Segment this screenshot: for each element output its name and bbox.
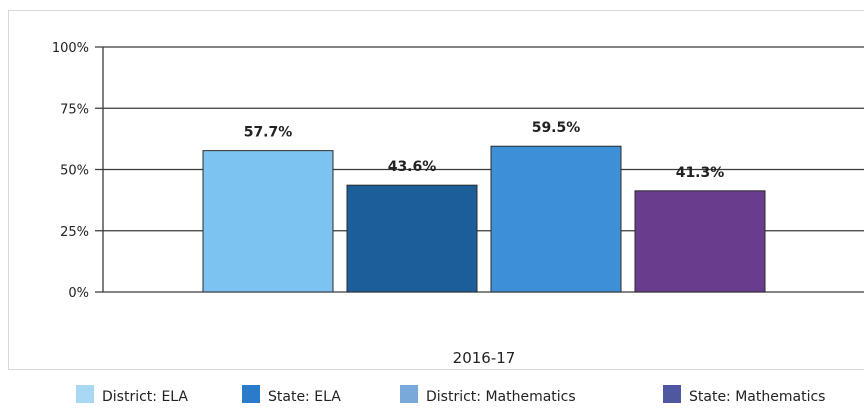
- legend-swatch: [663, 385, 681, 403]
- y-tick-label: 75%: [60, 102, 89, 117]
- x-category-label: 2016-17: [453, 349, 516, 367]
- legend-label: State: ELA: [268, 389, 341, 405]
- data-label: 57.7%: [244, 125, 293, 141]
- y-tick-label: 25%: [60, 225, 89, 240]
- y-axis: 0% 25% 50% 75% 100%: [52, 41, 104, 301]
- bar: [202, 150, 334, 293]
- legend-label: District: ELA: [102, 389, 188, 405]
- legend-label: State: Mathematics: [689, 389, 825, 405]
- chart-frame: [8, 10, 864, 370]
- y-tick-label: 50%: [60, 164, 89, 179]
- y-tick-label: 0%: [68, 286, 89, 301]
- bar: [346, 184, 478, 293]
- legend-swatch: [76, 385, 94, 403]
- y-tick-label: 100%: [52, 41, 89, 56]
- x-axis: 2016-17: [453, 349, 516, 367]
- bar: [490, 145, 622, 293]
- data-label: 41.3%: [676, 165, 725, 181]
- legend-swatch: [242, 385, 260, 403]
- legend-label: District: Mathematics: [426, 389, 576, 405]
- data-labels: 57.7% 43.6% 59.5% 41.3%: [244, 120, 725, 181]
- legend: District: ELA State: ELA District: Mathema…: [76, 385, 825, 405]
- data-label: 43.6%: [388, 159, 437, 175]
- bar: [634, 190, 766, 293]
- bars: [202, 145, 766, 293]
- data-label: 59.5%: [532, 120, 581, 136]
- legend-swatch: [400, 385, 418, 403]
